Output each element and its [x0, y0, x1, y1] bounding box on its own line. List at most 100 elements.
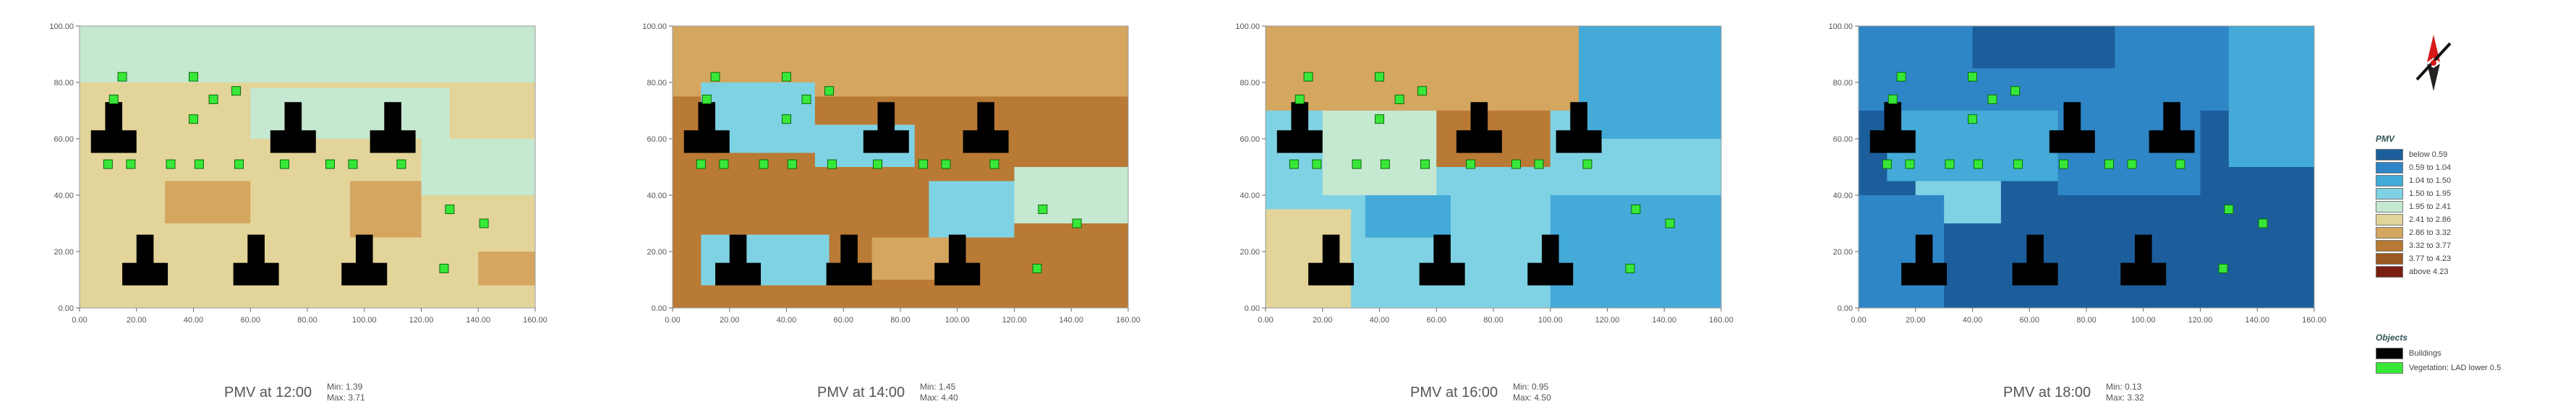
x-tick-label: 20.00 — [720, 316, 740, 325]
x-tick-label: 100.00 — [945, 316, 970, 325]
vegetation-marker — [827, 159, 837, 169]
legend-swatch — [2376, 162, 2403, 173]
y-tick-label: 100.00 — [1828, 22, 1853, 31]
vegetation-marker — [1888, 94, 1898, 104]
building — [1527, 234, 1574, 286]
legend-label: 2.86 to 3.32 — [2409, 228, 2452, 237]
vegetation-marker — [1466, 159, 1475, 169]
vegetation-marker — [1303, 72, 1313, 82]
legend-swatch — [2376, 253, 2403, 265]
x-tick-label: 120.00 — [1002, 316, 1027, 325]
y-tick-label: 60.00 — [1833, 135, 1853, 144]
vegetation-marker — [873, 159, 882, 169]
legend-object-item: Buildings — [2376, 347, 2441, 360]
x-tick-label: 140.00 — [1059, 316, 1083, 325]
x-tick-label: 100.00 — [352, 316, 377, 325]
vegetation-marker — [2013, 159, 2023, 169]
y-tick-label: 60.00 — [1240, 135, 1260, 144]
building — [2120, 234, 2167, 286]
legend-label: Buildings — [2409, 349, 2441, 358]
vegetation-marker — [1987, 94, 1997, 104]
vegetation-marker — [1968, 72, 1977, 82]
x-tick-label: 60.00 — [1426, 316, 1446, 325]
building — [863, 102, 909, 153]
x-tick-label: 120.00 — [409, 316, 434, 325]
vegetation-marker — [2127, 159, 2137, 169]
pmv-region — [673, 285, 1128, 308]
legend-label: above 4.23 — [2409, 267, 2449, 276]
building — [1308, 234, 1355, 286]
vegetation-marker — [1882, 159, 1892, 169]
vegetation-marker — [1968, 114, 1977, 124]
vegetation-marker — [941, 159, 951, 169]
legend-pmv-heading: PMV — [2376, 134, 2395, 144]
legend-pmv-item: 2.41 to 2.86 — [2376, 213, 2451, 226]
vegetation-marker — [2224, 205, 2234, 214]
vegetation-marker — [479, 218, 489, 228]
building — [1456, 102, 1502, 153]
legend-pmv-item: below 0.59 — [2376, 148, 2447, 161]
building — [341, 234, 388, 286]
vegetation-marker — [189, 72, 198, 82]
vegetation-marker — [445, 205, 455, 214]
x-tick-label: 60.00 — [833, 316, 853, 325]
y-tick-label: 100.00 — [642, 22, 667, 31]
x-tick-label: 80.00 — [297, 316, 317, 325]
legend-swatch — [2376, 214, 2403, 226]
vegetation-marker — [126, 159, 136, 169]
building — [2049, 102, 2095, 153]
building — [963, 102, 1009, 153]
pmv-map-panel: 0.00 20.00 40.00 60.00 80.00 100.00 120.00 140.… — [1215, 20, 1750, 411]
legend-label: 0.59 to 1.04 — [2409, 163, 2452, 172]
legend-swatch — [2376, 149, 2403, 160]
vegetation-marker — [2010, 86, 2021, 96]
pmv-region — [1322, 111, 1437, 195]
y-tick-label: 60.00 — [54, 135, 74, 144]
building — [1419, 234, 1465, 286]
x-tick-label: 60.00 — [240, 316, 260, 325]
building — [715, 234, 762, 286]
x-tick-label: 160.00 — [1116, 316, 1140, 325]
x-tick-label: 20.00 — [127, 316, 147, 325]
vegetation-marker — [280, 159, 289, 169]
vegetation-marker — [989, 159, 999, 169]
x-tick-label: 40.00 — [1370, 316, 1390, 325]
x-tick-label: 120.00 — [1595, 316, 1620, 325]
vegetation-marker — [1625, 263, 1635, 273]
vegetation-marker — [108, 94, 119, 104]
y-tick-label: 80.00 — [647, 79, 667, 87]
vegetation-marker — [782, 114, 791, 124]
y-tick-label: 100.00 — [49, 22, 74, 31]
building — [2149, 102, 2195, 153]
x-tick-label: 20.00 — [1906, 316, 1926, 325]
y-tick-label: 0.00 — [652, 304, 667, 313]
x-tick-label: 80.00 — [1483, 316, 1504, 325]
y-tick-label: 20.00 — [1833, 248, 1853, 257]
legend-swatch — [2376, 362, 2403, 374]
y-tick-label: 80.00 — [1833, 79, 1853, 87]
vegetation-marker — [234, 159, 244, 169]
legend-object-item: Vegetation: LAD lower 0.5 — [2376, 361, 2501, 374]
x-tick-label: 0.00 — [1851, 316, 1866, 325]
building — [934, 234, 981, 286]
vegetation-marker — [117, 72, 127, 82]
legend-pmv-item: 3.32 to 3.77 — [2376, 239, 2451, 252]
y-tick-label: 20.00 — [647, 248, 667, 257]
vegetation-marker — [396, 159, 406, 169]
building — [270, 102, 316, 153]
vegetation-marker — [103, 159, 113, 169]
pmv-region — [1972, 26, 2115, 69]
x-tick-label: 140.00 — [2245, 316, 2269, 325]
vegetation-marker — [1511, 159, 1521, 169]
vegetation-marker — [1375, 72, 1384, 82]
y-tick-label: 80.00 — [54, 79, 74, 87]
pmv-region — [1579, 26, 1721, 139]
y-tick-label: 60.00 — [647, 135, 667, 144]
vegetation-marker — [719, 159, 729, 169]
vegetation-marker — [782, 72, 791, 82]
vegetation-marker — [1072, 218, 1082, 228]
legend-pmv-item: 0.59 to 1.04 — [2376, 161, 2451, 174]
pmv-region — [350, 181, 422, 238]
building — [1276, 102, 1323, 153]
x-tick-label: 120.00 — [2188, 316, 2213, 325]
